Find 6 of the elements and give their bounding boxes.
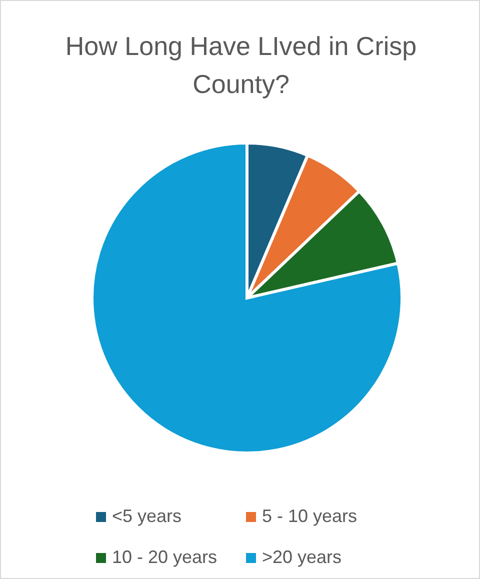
chart-title: How Long Have LIved in Crisp County? [64, 30, 418, 101]
legend-label: <5 years [112, 506, 182, 527]
legend-label: >20 years [262, 547, 342, 568]
pie-slice [90, 142, 404, 454]
legend-label: 5 - 10 years [262, 506, 358, 527]
legend-label: 10 - 20 years [112, 547, 218, 568]
